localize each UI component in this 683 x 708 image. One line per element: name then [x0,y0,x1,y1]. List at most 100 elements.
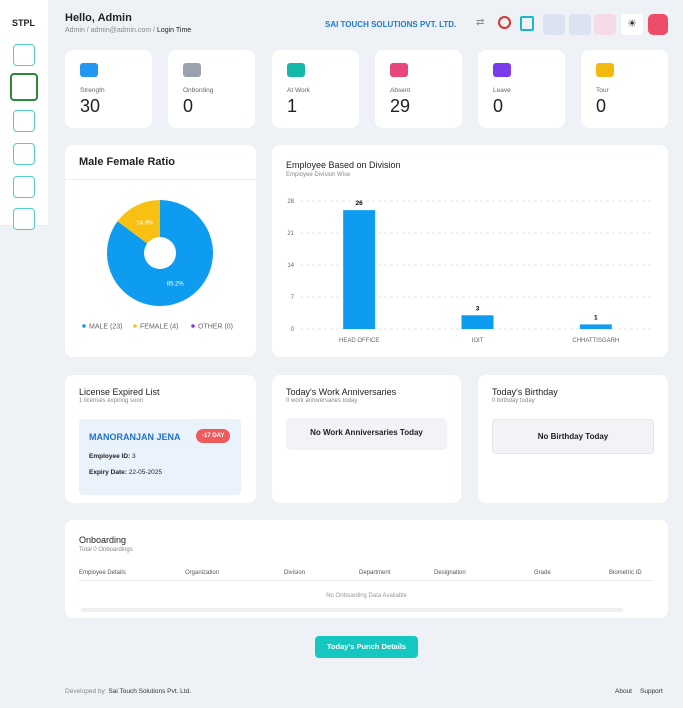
book-icon[interactable] [520,16,534,31]
legend-label: FEMALE (4) [140,324,179,331]
column-header: Grade [534,570,551,576]
card-subtitle: 0 birthday today [492,398,535,404]
onboarding-card: Onboarding Total 0 Onboardings Employee … [65,520,668,618]
stat-card: At Work 1 [272,50,359,128]
column-header: Department [359,570,391,576]
column-header: Organization [185,570,220,576]
stat-card: Absent 29 [375,50,462,128]
license-item: MANORANJAN JENA -17 DAY Employee ID: 3 E… [79,419,241,495]
stat-label: At Work [287,87,310,94]
nav-icon[interactable] [13,143,35,165]
apps-icon[interactable] [543,14,565,35]
license-card: License Expired List 1 licenses expiring… [65,375,256,503]
card-title: Male Female Ratio [79,156,175,168]
label: Expiry Date: [89,469,127,476]
alert-icon[interactable] [594,14,616,35]
legend-label: MALE (23) [89,324,122,331]
card-title: Employee Based on Division [286,160,401,170]
stat-card: Tour 0 [581,50,668,128]
stat-card: Onbording 0 [168,50,255,128]
label: Developed by: [65,688,107,695]
y-tick-label: 14 [287,263,294,269]
legend-dot [191,324,195,328]
stat-label: Leave [493,87,511,94]
stat-value: 1 [287,96,298,116]
data-label: 1 [594,314,598,321]
company: SAI TOUCH SOLUTIONS PVT. LTD. [325,20,457,29]
footer-link[interactable]: Support [640,688,663,695]
stat-icon [183,63,201,77]
stat-value: 0 [596,96,607,116]
logo: STPL [12,18,36,28]
swap-icon[interactable]: ⇄ [476,17,485,28]
expiry-date: 22-05-2025 [128,469,162,476]
anniversary-card: Today's Work Anniversaries 0 work annive… [272,375,461,503]
stat-value: 0 [183,96,194,116]
y-tick-label: 21 [287,231,294,237]
greeting: Hello, Admin [65,12,132,24]
stat-icon [287,63,305,77]
scrollbar[interactable] [81,608,623,612]
nav-icon[interactable] [13,208,35,230]
label: Employee ID: [89,453,131,460]
column-header: Designation [434,570,466,576]
empty-state: No Birthday Today [492,419,654,454]
card-subtitle: Total 0 Onboardings [79,547,133,553]
grid-icon[interactable] [569,14,591,35]
footer-credit: Developed by: Sai Touch Solutions Pvt. L… [65,688,191,695]
stat-icon [493,63,511,77]
power-button[interactable] [648,14,668,35]
theme-icon[interactable]: ☀ [621,14,643,35]
bar [343,210,376,329]
empty-state: No Onboarding Data Available [326,593,407,599]
stat-value: 30 [80,96,101,116]
breadcrumb: Admin / admin@admin.com / Login Time [65,27,192,34]
x-tick-label: IOIT [472,338,484,344]
badge: -17 DAY [196,429,231,443]
pie-slice [117,200,160,253]
column-header: Division [284,570,306,576]
nav-icon[interactable] [13,44,35,66]
y-tick-label: 0 [291,327,295,333]
column-header: Employee Details [79,570,126,576]
footer-link[interactable]: About [615,688,632,695]
legend-dot [82,324,86,328]
nav-icon[interactable] [13,110,35,132]
bar [579,324,612,329]
x-tick-label: CHHATTISGARH [572,338,619,344]
pie-hole [144,237,176,269]
stat-value: 29 [390,96,411,116]
stat-label: Absent [390,87,411,94]
developer[interactable]: Sai Touch Solutions Pvt. Ltd. [108,688,191,695]
crumb[interactable]: admin@admin.com [90,27,152,34]
card-title: Today's Birthday [492,387,558,397]
card-title: Today's Work Anniversaries [286,387,397,397]
stat-icon [596,63,614,77]
nav-icon[interactable] [10,73,38,101]
y-tick-label: 28 [287,199,294,205]
card-subtitle: 1 licenses expiring soon [79,398,144,404]
search-icon[interactable] [498,16,511,29]
birthday-card: Today's Birthday 0 birthday today No Bir… [478,375,668,503]
card-subtitle: Employee Division Wise [286,172,351,178]
card-subtitle: 0 work anniversaries today [286,398,358,404]
stat-card: Strength 30 [65,50,152,128]
sidebar: STPL [0,0,48,230]
divider [65,179,256,180]
slice-label: 14.8% [136,221,154,227]
stat-card: Leave 0 [478,50,565,128]
stat-value: 0 [493,96,504,116]
legend-dot [133,324,137,328]
stat-label: Tour [596,87,609,94]
empty-state: No Work Anniversaries Today [286,418,447,450]
column-header: Biometric ID [609,570,642,576]
punch-button[interactable]: Today's Punch Details [315,636,418,658]
employee-id: 3 [132,453,136,460]
nav-icon[interactable] [13,176,35,198]
card-title: Onboarding [79,535,127,545]
crumb[interactable]: Admin [65,27,85,34]
data-label: 26 [356,200,364,207]
card-title: License Expired List [79,387,160,397]
